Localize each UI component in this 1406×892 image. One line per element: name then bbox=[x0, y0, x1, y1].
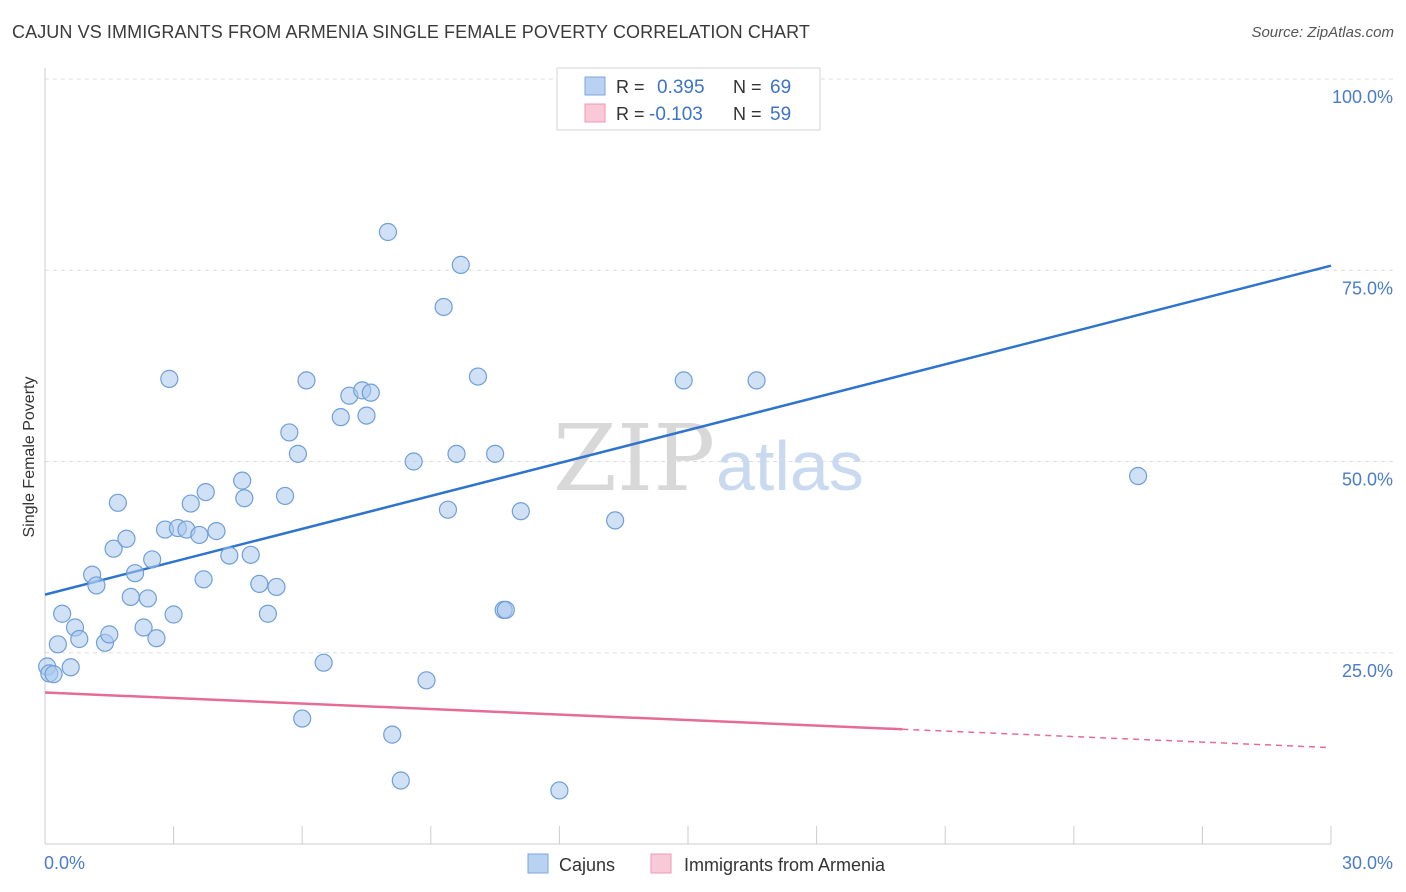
point-cajuns bbox=[61, 658, 80, 677]
point-cajuns bbox=[417, 671, 436, 690]
point-cajuns bbox=[606, 511, 625, 530]
legend-n-label-2: N = bbox=[733, 104, 762, 124]
point-cajuns bbox=[438, 500, 458, 519]
legend-r-label-2: R = bbox=[616, 104, 645, 124]
x-tick-labels: 0.0% 30.0% bbox=[44, 853, 1393, 873]
axes bbox=[44, 68, 1332, 845]
point-cajuns bbox=[267, 577, 286, 597]
point-cajuns bbox=[434, 297, 453, 317]
point-cajuns bbox=[250, 574, 269, 594]
point-cajuns bbox=[378, 222, 398, 242]
point-cajuns bbox=[511, 502, 530, 521]
y-tick-label: 100.0% bbox=[1332, 87, 1393, 107]
point-cajuns bbox=[121, 587, 140, 607]
point-cajuns bbox=[53, 604, 72, 623]
point-cajuns bbox=[190, 525, 209, 545]
point-cajuns bbox=[258, 604, 278, 623]
point-cajuns bbox=[70, 629, 89, 649]
point-cajuns bbox=[100, 625, 119, 644]
point-cajuns bbox=[48, 635, 67, 654]
legend-r-value-1: 0.395 bbox=[657, 77, 705, 98]
point-cajuns bbox=[468, 367, 488, 386]
point-cajuns bbox=[280, 423, 299, 442]
series-legend-swatch-cajuns bbox=[527, 853, 549, 874]
point-cajuns bbox=[404, 452, 423, 471]
gridlines bbox=[45, 78, 1393, 654]
point-cajuns bbox=[297, 371, 316, 390]
point-cajuns bbox=[235, 489, 254, 508]
y-axis-label: Single Female Poverty bbox=[21, 377, 38, 538]
y-tick-label: 75.0% bbox=[1342, 278, 1393, 298]
point-cajuns bbox=[383, 725, 402, 744]
point-cajuns bbox=[143, 550, 162, 569]
point-cajuns bbox=[331, 408, 350, 427]
point-cajuns bbox=[233, 471, 252, 490]
point-cajuns bbox=[550, 781, 569, 800]
point-cajuns bbox=[181, 494, 200, 513]
point-cajuns bbox=[87, 576, 106, 595]
point-cajuns bbox=[134, 618, 153, 637]
point-cajuns bbox=[674, 371, 693, 390]
point-cajuns bbox=[293, 709, 312, 728]
point-cajuns bbox=[207, 522, 226, 541]
watermark-atlas: atlas bbox=[716, 427, 864, 505]
series-legend-label-cajuns: Cajuns bbox=[559, 855, 615, 875]
stats-legend: R = 0.395 N = 69 R = -0.103 N = 59 bbox=[556, 67, 821, 131]
x-tick-label: 30.0% bbox=[1342, 853, 1393, 873]
point-cajuns bbox=[486, 444, 505, 463]
y-tick-label: 50.0% bbox=[1342, 470, 1393, 490]
watermark: ZIP atlas bbox=[553, 405, 864, 512]
point-cajuns bbox=[125, 564, 145, 583]
point-cajuns bbox=[496, 600, 515, 620]
x-tick-label: 0.0% bbox=[44, 853, 85, 873]
point-cajuns bbox=[275, 486, 295, 506]
point-cajuns bbox=[391, 771, 410, 790]
series-legend: Cajuns Immigrants from Armenia bbox=[527, 853, 886, 875]
point-cajuns bbox=[164, 605, 183, 624]
legend-r-label-1: R = bbox=[616, 77, 645, 97]
legend-swatch-armenia bbox=[584, 103, 606, 123]
point-cajuns bbox=[196, 483, 215, 502]
point-cajuns bbox=[361, 383, 380, 402]
point-cajuns bbox=[44, 665, 63, 684]
trend-lines bbox=[44, 264, 1332, 749]
series-legend-swatch-armenia bbox=[650, 853, 672, 874]
trend-line-armenia bbox=[44, 691, 903, 731]
legend-r-value-2: -0.103 bbox=[649, 104, 703, 125]
point-cajuns bbox=[747, 371, 766, 390]
point-cajuns bbox=[357, 406, 376, 425]
point-cajuns bbox=[160, 369, 179, 388]
point-cajuns bbox=[447, 444, 466, 463]
point-cajuns bbox=[220, 546, 239, 565]
trend-line-cajuns bbox=[44, 264, 1332, 596]
point-cajuns bbox=[288, 444, 308, 463]
point-cajuns bbox=[314, 653, 333, 672]
point-cajuns bbox=[104, 539, 123, 558]
chart-title: CAJUN VS IMMIGRANTS FROM ARMENIA SINGLE … bbox=[12, 22, 810, 42]
point-cajuns bbox=[194, 570, 213, 589]
point-cajuns bbox=[108, 493, 127, 512]
y-tick-label: 25.0% bbox=[1342, 661, 1393, 681]
point-cajuns bbox=[451, 255, 470, 274]
legend-swatch-cajuns bbox=[584, 76, 606, 96]
point-cajuns bbox=[147, 629, 166, 648]
legend-n-value-1: 69 bbox=[770, 77, 791, 98]
trend-line-armenia-dashed bbox=[902, 728, 1332, 749]
chart-source: Source: ZipAtlas.com bbox=[1251, 24, 1394, 41]
point-cajuns bbox=[138, 589, 157, 608]
point-cajuns bbox=[241, 545, 260, 564]
y-tick-labels: 100.0% 75.0% 50.0% 25.0% bbox=[1332, 87, 1393, 681]
point-cajuns bbox=[1128, 466, 1148, 486]
points-cajuns bbox=[38, 67, 1148, 800]
series-legend-label-armenia: Immigrants from Armenia bbox=[684, 855, 886, 875]
point-cajuns bbox=[117, 529, 136, 548]
legend-n-value-2: 59 bbox=[770, 104, 791, 125]
legend-n-label-1: N = bbox=[733, 77, 762, 97]
